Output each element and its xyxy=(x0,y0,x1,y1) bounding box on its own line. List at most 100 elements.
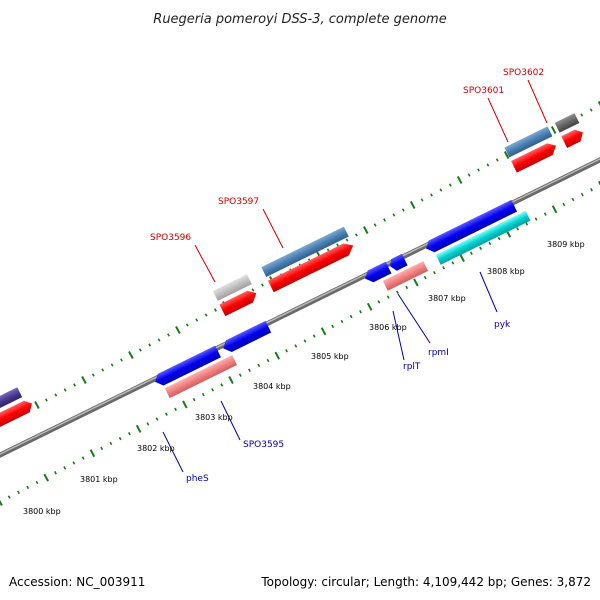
gene-spo3601[interactable] xyxy=(504,126,553,158)
minor-tick xyxy=(120,358,123,362)
major-tick xyxy=(274,351,280,360)
minor-tick xyxy=(174,407,178,411)
minor-tick xyxy=(395,290,399,294)
minor-tick xyxy=(35,480,39,485)
minor-tick xyxy=(109,441,113,446)
gene-labels-top: SPO3596 SPO3597 SPO3601 SPO3602 xyxy=(150,68,544,243)
minor-tick xyxy=(294,344,298,348)
gene-feature[interactable] xyxy=(0,398,35,444)
minor-tick xyxy=(340,319,344,324)
gene-label: SPO3597 xyxy=(218,197,259,207)
minor-tick xyxy=(146,422,150,426)
minor-tick xyxy=(100,446,104,451)
major-tick xyxy=(456,176,463,184)
gene-rplt[interactable] xyxy=(362,261,392,285)
minor-tick xyxy=(423,275,427,280)
minor-tick xyxy=(442,266,446,270)
major-tick xyxy=(363,226,369,234)
gene-feature[interactable] xyxy=(221,320,272,355)
minor-tick xyxy=(72,461,76,465)
gene-label: pyk xyxy=(494,320,511,330)
gene-spo3602[interactable] xyxy=(554,113,580,133)
map-title: Ruegeria pomeroyi DSS-3, complete genome xyxy=(153,12,446,27)
minor-tick xyxy=(211,388,215,392)
major-tick xyxy=(366,302,373,311)
minor-tick xyxy=(377,300,381,304)
major-tick xyxy=(182,400,188,409)
major-tick xyxy=(128,351,134,359)
minor-tick xyxy=(543,212,547,216)
kbp-label: 3809 kbp xyxy=(547,240,585,249)
kbp-label: 3806 kbp xyxy=(369,323,407,332)
minor-tick xyxy=(331,324,335,329)
minor-tick xyxy=(54,471,57,475)
gene-feature[interactable] xyxy=(152,345,221,389)
minor-tick xyxy=(26,485,30,490)
gene-label: rpmI xyxy=(428,348,449,358)
gene-label: SPO3602 xyxy=(503,68,544,78)
major-tick xyxy=(0,499,3,506)
major-tick xyxy=(228,376,234,385)
gene-labels-bottom: pheS SPO3595 rplT rpmI pyk xyxy=(186,320,511,484)
major-tick xyxy=(34,401,40,409)
minor-tick xyxy=(312,334,316,338)
major-tick xyxy=(413,278,419,287)
minor-tick xyxy=(562,202,566,207)
minor-tick xyxy=(118,436,122,441)
minor-tick xyxy=(469,251,473,255)
gene-feature[interactable] xyxy=(511,140,559,173)
minor-tick xyxy=(451,261,455,265)
kbp-scale-labels: 3800 kbp 3801 kbp 3802 kbp 3803 kbp 3804… xyxy=(23,240,585,516)
minor-tick xyxy=(63,388,67,392)
gene-spo3597[interactable] xyxy=(261,226,349,278)
gene-pyk[interactable] xyxy=(423,199,518,255)
genome-backbone xyxy=(0,157,600,458)
minor-tick xyxy=(479,246,483,250)
minor-tick xyxy=(354,233,358,237)
kbp-label: 3803 kbp xyxy=(195,413,233,422)
minor-tick xyxy=(91,373,95,377)
minor-tick xyxy=(127,432,131,436)
minor-tick xyxy=(516,227,520,231)
gene-feature[interactable] xyxy=(435,210,531,265)
kbp-label: 3802 kbp xyxy=(137,444,175,453)
minor-tick xyxy=(167,333,170,337)
minor-tick xyxy=(214,308,217,312)
gene-feature[interactable] xyxy=(0,387,23,429)
minor-tick xyxy=(467,173,471,177)
gene-spo3596[interactable] xyxy=(212,274,252,301)
minor-tick xyxy=(110,363,114,367)
gene-feature[interactable] xyxy=(382,261,429,291)
minor-tick xyxy=(373,223,377,227)
minor-tick xyxy=(157,338,161,342)
minor-tick xyxy=(81,456,85,460)
minor-tick xyxy=(148,343,152,347)
major-tick xyxy=(597,101,600,106)
gene-feature[interactable] xyxy=(267,240,356,293)
minor-tick xyxy=(383,218,386,222)
major-tick xyxy=(135,424,142,433)
minor-tick xyxy=(486,163,490,167)
minor-tick xyxy=(359,310,362,314)
minor-tick xyxy=(155,417,159,421)
minor-tick xyxy=(495,158,499,162)
gene-feature[interactable] xyxy=(219,288,260,317)
minor-tick xyxy=(420,198,424,202)
minor-tick xyxy=(349,314,353,319)
major-tick xyxy=(550,126,557,134)
minor-tick xyxy=(204,313,208,317)
kbp-label: 3808 kbp xyxy=(487,267,525,276)
minor-tick xyxy=(580,113,584,117)
minor-tick xyxy=(401,208,405,212)
minor-tick xyxy=(525,222,529,226)
minor-tick xyxy=(201,392,205,397)
minor-tick xyxy=(336,243,340,247)
minor-tick xyxy=(251,288,255,292)
minor-tick xyxy=(497,236,501,241)
minor-tick xyxy=(448,183,452,187)
minor-tick xyxy=(285,349,288,353)
gene-rpmi[interactable] xyxy=(387,253,408,273)
gene-feature[interactable] xyxy=(561,127,586,148)
gene-phes[interactable] xyxy=(164,355,238,399)
